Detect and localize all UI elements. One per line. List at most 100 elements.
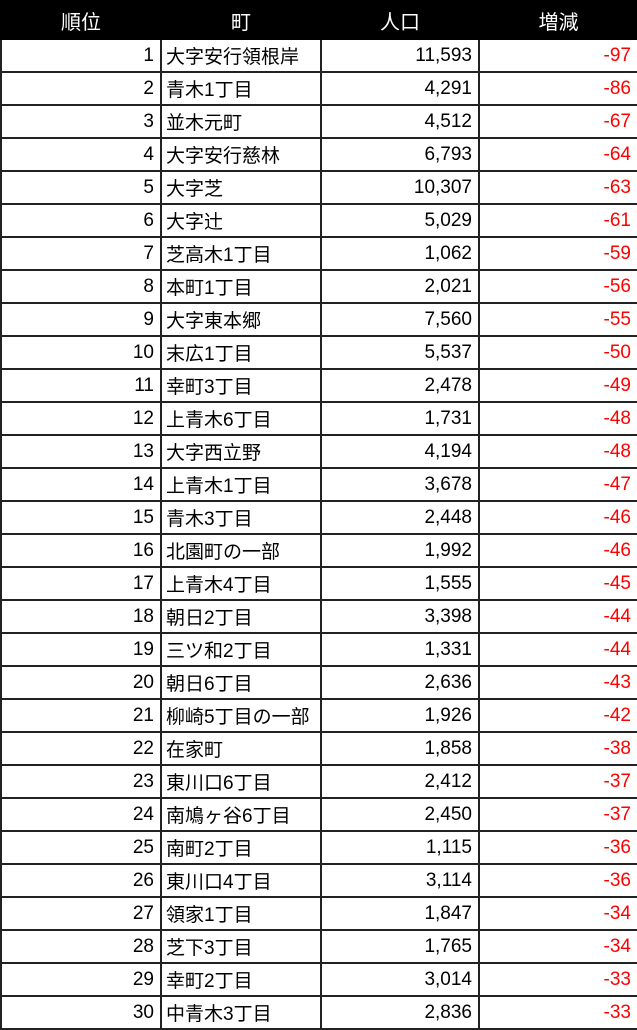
table-row: 30 中青木3丁目 2,836 -33: [0, 995, 637, 1030]
change-cell: -34: [478, 929, 637, 964]
population-cell: 1,115: [320, 830, 480, 865]
population-cell: 2,412: [320, 764, 480, 799]
rank-cell: 22: [0, 731, 162, 766]
rank-cell: 24: [0, 797, 162, 832]
population-cell: 11,593: [320, 38, 480, 73]
header-town: 町: [160, 0, 322, 40]
table-row: 4 大字安行慈林 6,793 -64: [0, 137, 637, 172]
rank-cell: 25: [0, 830, 162, 865]
change-cell: -43: [478, 665, 637, 700]
town-cell: 朝日2丁目: [160, 599, 322, 634]
town-cell: 大字芝: [160, 170, 322, 205]
table-row: 9 大字東本郷 7,560 -55: [0, 302, 637, 337]
population-cell: 3,014: [320, 962, 480, 997]
table-row: 13 大字西立野 4,194 -48: [0, 434, 637, 469]
population-cell: 1,062: [320, 236, 480, 271]
town-cell: 南町2丁目: [160, 830, 322, 865]
table-row: 15 青木3丁目 2,448 -46: [0, 500, 637, 535]
population-cell: 5,537: [320, 335, 480, 370]
town-cell: 南鳩ヶ谷6丁目: [160, 797, 322, 832]
town-cell: 上青木4丁目: [160, 566, 322, 601]
town-cell: 大字辻: [160, 203, 322, 238]
town-cell: 芝高木1丁目: [160, 236, 322, 271]
population-cell: 1,926: [320, 698, 480, 733]
town-cell: 北園町の一部: [160, 533, 322, 568]
change-cell: -63: [478, 170, 637, 205]
change-cell: -37: [478, 764, 637, 799]
header-rank: 順位: [0, 0, 162, 40]
town-cell: 並木元町: [160, 104, 322, 139]
change-cell: -59: [478, 236, 637, 271]
table-row: 28 芝下3丁目 1,765 -34: [0, 929, 637, 964]
table-row: 29 幸町2丁目 3,014 -33: [0, 962, 637, 997]
change-cell: -61: [478, 203, 637, 238]
table-row: 11 幸町3丁目 2,478 -49: [0, 368, 637, 403]
population-cell: 3,114: [320, 863, 480, 898]
rank-cell: 12: [0, 401, 162, 436]
town-cell: 東川口4丁目: [160, 863, 322, 898]
change-cell: -50: [478, 335, 637, 370]
table-row: 3 並木元町 4,512 -67: [0, 104, 637, 139]
change-cell: -48: [478, 434, 637, 469]
town-cell: 東川口6丁目: [160, 764, 322, 799]
change-cell: -45: [478, 566, 637, 601]
population-cell: 1,992: [320, 533, 480, 568]
change-cell: -36: [478, 830, 637, 865]
change-cell: -47: [478, 467, 637, 502]
population-cell: 2,836: [320, 995, 480, 1030]
table-row: 7 芝高木1丁目 1,062 -59: [0, 236, 637, 271]
table-row: 16 北園町の一部 1,992 -46: [0, 533, 637, 568]
rank-cell: 17: [0, 566, 162, 601]
town-cell: 上青木1丁目: [160, 467, 322, 502]
town-cell: 芝下3丁目: [160, 929, 322, 964]
rank-cell: 13: [0, 434, 162, 469]
table-row: 12 上青木6丁目 1,731 -48: [0, 401, 637, 436]
rank-cell: 2: [0, 71, 162, 106]
rank-cell: 29: [0, 962, 162, 997]
table-row: 27 領家1丁目 1,847 -34: [0, 896, 637, 931]
table-row: 25 南町2丁目 1,115 -36: [0, 830, 637, 865]
rank-cell: 21: [0, 698, 162, 733]
change-cell: -34: [478, 896, 637, 931]
population-cell: 1,331: [320, 632, 480, 667]
rank-cell: 23: [0, 764, 162, 799]
rank-cell: 10: [0, 335, 162, 370]
change-cell: -67: [478, 104, 637, 139]
town-cell: 大字西立野: [160, 434, 322, 469]
table-row: 17 上青木4丁目 1,555 -45: [0, 566, 637, 601]
rank-cell: 9: [0, 302, 162, 337]
rank-cell: 3: [0, 104, 162, 139]
town-cell: 本町1丁目: [160, 269, 322, 304]
population-cell: 1,765: [320, 929, 480, 964]
rank-cell: 19: [0, 632, 162, 667]
town-cell: 上青木6丁目: [160, 401, 322, 436]
change-cell: -33: [478, 962, 637, 997]
town-cell: 幸町2丁目: [160, 962, 322, 997]
rank-cell: 26: [0, 863, 162, 898]
change-cell: -48: [478, 401, 637, 436]
change-cell: -38: [478, 731, 637, 766]
town-cell: 幸町3丁目: [160, 368, 322, 403]
change-cell: -55: [478, 302, 637, 337]
rank-cell: 20: [0, 665, 162, 700]
population-cell: 2,448: [320, 500, 480, 535]
population-cell: 5,029: [320, 203, 480, 238]
rank-cell: 16: [0, 533, 162, 568]
change-cell: -56: [478, 269, 637, 304]
rank-cell: 7: [0, 236, 162, 271]
change-cell: -86: [478, 71, 637, 106]
change-cell: -33: [478, 995, 637, 1030]
change-cell: -36: [478, 863, 637, 898]
change-cell: -46: [478, 500, 637, 535]
town-cell: 在家町: [160, 731, 322, 766]
rank-cell: 5: [0, 170, 162, 205]
table-row: 6 大字辻 5,029 -61: [0, 203, 637, 238]
change-cell: -46: [478, 533, 637, 568]
table-row: 19 三ツ和2丁目 1,331 -44: [0, 632, 637, 667]
population-cell: 3,398: [320, 599, 480, 634]
table-row: 18 朝日2丁目 3,398 -44: [0, 599, 637, 634]
rank-cell: 18: [0, 599, 162, 634]
town-cell: 三ツ和2丁目: [160, 632, 322, 667]
rank-cell: 1: [0, 38, 162, 73]
